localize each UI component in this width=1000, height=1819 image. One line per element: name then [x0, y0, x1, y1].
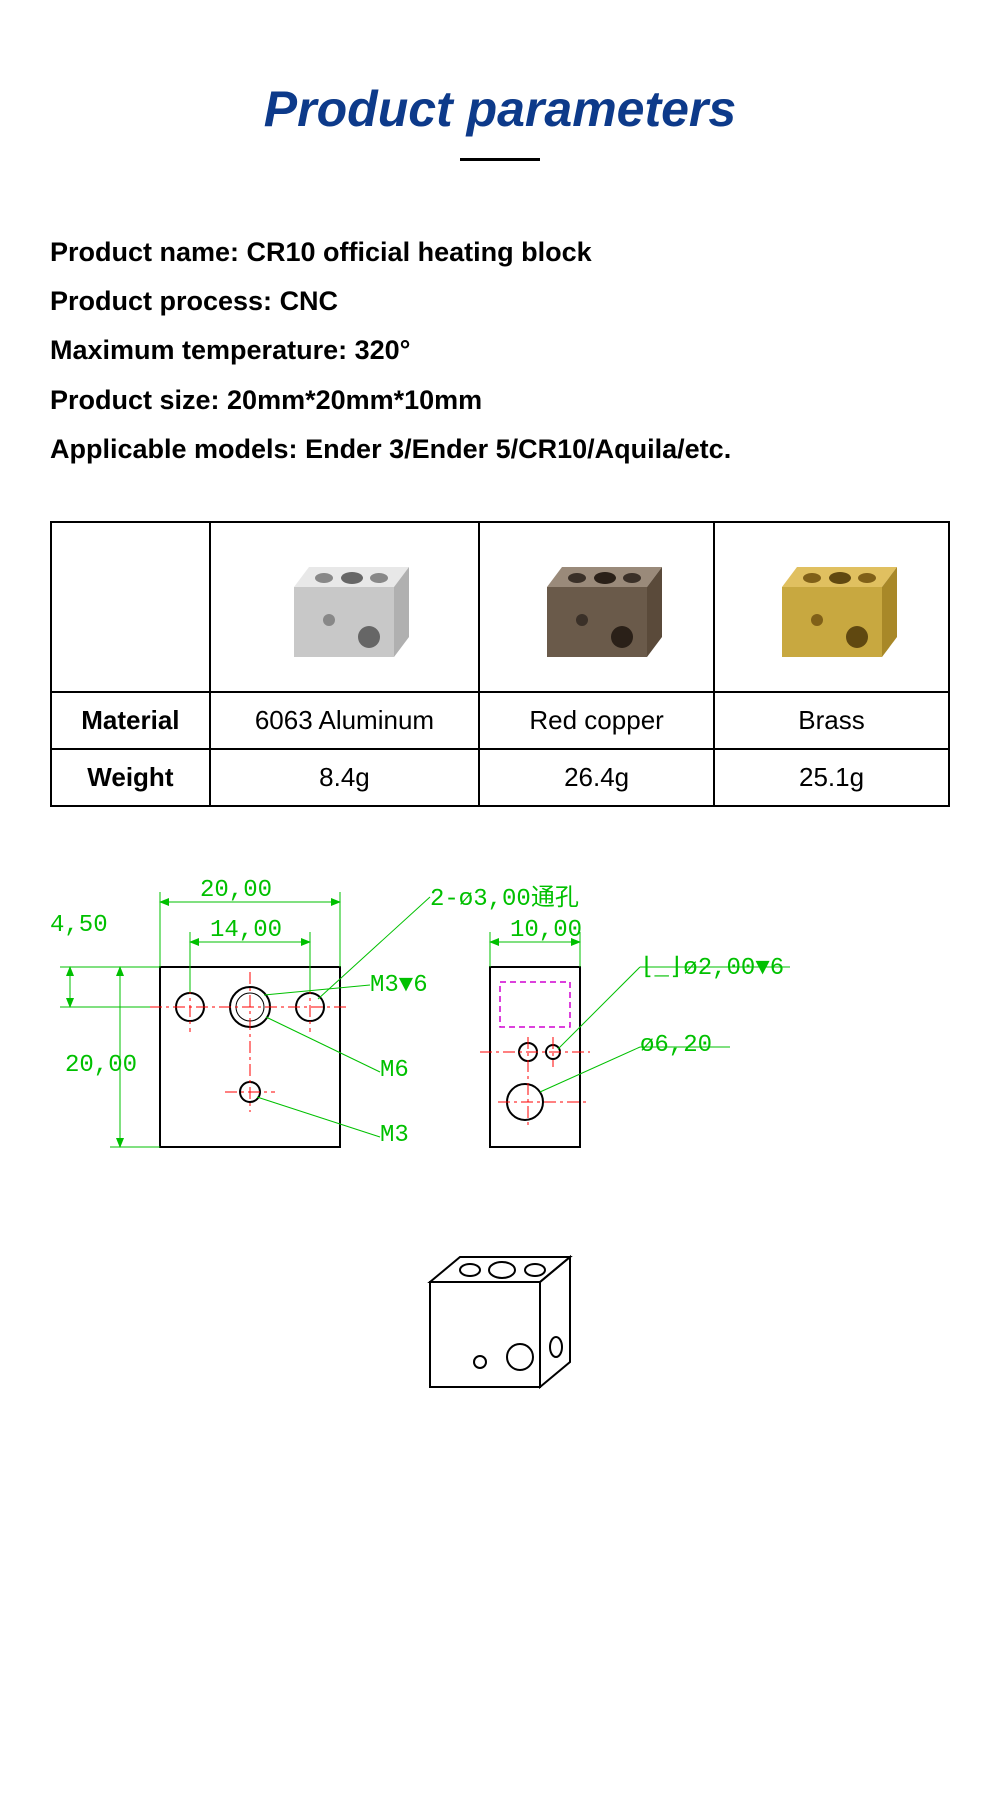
block-image-brass	[714, 522, 949, 692]
cell-weight-1: 26.4g	[479, 749, 714, 806]
block-image-copper	[479, 522, 714, 692]
dim-20-left: 20,00	[65, 1052, 137, 1079]
dim-depth: ⌊_⌋ø2,00▼6	[640, 952, 784, 982]
spec-size-label: Product size:	[50, 385, 227, 415]
table-row-weight: Weight 8.4g 26.4g 25.1g	[51, 749, 949, 806]
dim-10: 10,00	[510, 917, 582, 944]
dim-m6: M6	[380, 1057, 409, 1084]
cell-material-1: Red copper	[479, 692, 714, 749]
page-title: Product parameters	[50, 80, 950, 138]
row-label-material: Material	[51, 692, 210, 749]
dim-6-20: ø6,20	[640, 1032, 712, 1059]
dim-m3v6: M3▼6	[370, 972, 428, 999]
spec-size-value: 20mm*20mm*10mm	[227, 385, 482, 415]
spec-process-value: CNC	[280, 286, 339, 316]
spec-temp-label: Maximum temperature:	[50, 335, 355, 365]
cell-weight-2: 25.1g	[714, 749, 949, 806]
dim-m3: M3	[380, 1122, 409, 1149]
specs-block: Product name: CR10 official heating bloc…	[50, 231, 950, 471]
spec-name-label: Product name:	[50, 237, 247, 267]
dim-through: 2-ø3,00通孔	[430, 877, 579, 913]
spec-temp-value: 320°	[355, 335, 411, 365]
table-row-images	[51, 522, 949, 692]
material-table: Material 6063 Aluminum Red copper Brass …	[50, 521, 950, 807]
spec-process-label: Product process:	[50, 286, 280, 316]
cell-material-2: Brass	[714, 692, 949, 749]
isometric-view	[50, 1222, 950, 1427]
technical-drawing: 4,50 20,00 14,00 20,00 2-ø3,00通孔 M3▼6 M6…	[50, 877, 950, 1427]
dim-14: 14,00	[210, 917, 282, 944]
dim-20-top: 20,00	[200, 877, 272, 904]
table-header-empty	[51, 522, 210, 692]
table-row-material: Material 6063 Aluminum Red copper Brass	[51, 692, 949, 749]
cell-material-0: 6063 Aluminum	[210, 692, 479, 749]
block-image-aluminum	[210, 522, 479, 692]
drawing-svg	[50, 877, 950, 1187]
spec-models-label: Applicable models:	[50, 434, 305, 464]
dim-4-50: 4,50	[50, 912, 108, 939]
spec-name-value: CR10 official heating block	[247, 237, 592, 267]
row-label-weight: Weight	[51, 749, 210, 806]
title-rule	[460, 158, 540, 161]
cell-weight-0: 8.4g	[210, 749, 479, 806]
spec-models-value: Ender 3/Ender 5/CR10/Aquila/etc.	[305, 434, 731, 464]
